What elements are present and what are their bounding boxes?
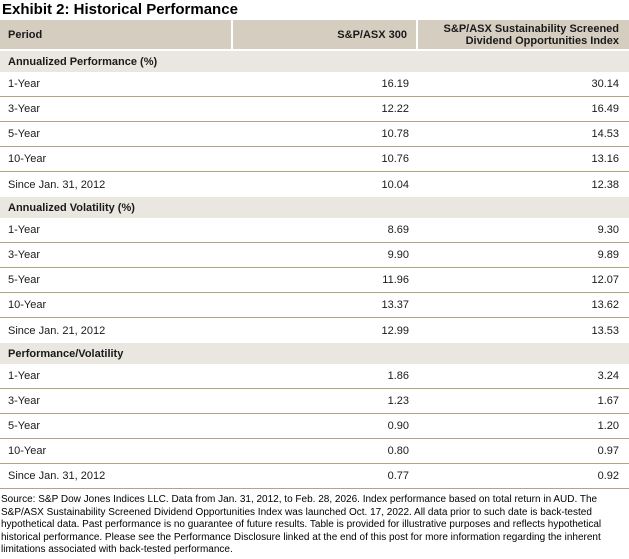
- page-title: Exhibit 2: Historical Performance: [2, 1, 238, 18]
- column-header-screened-line1: S&P/ASX Sustainability Screened: [443, 22, 619, 35]
- cell-period: 3-Year: [8, 249, 41, 261]
- cell-asx300: 10.78: [381, 128, 409, 140]
- cell-screened: 30.14: [591, 78, 619, 90]
- cell-asx300: 16.19: [381, 78, 409, 90]
- cell-asx300: 8.69: [387, 224, 409, 236]
- cell-screened: 13.53: [591, 324, 619, 337]
- cell-asx300: 1.23: [387, 395, 409, 407]
- cell-asx300: 12.99: [381, 324, 409, 337]
- column-header-screened-index: S&P/ASX Sustainability Screened Dividend…: [418, 20, 629, 49]
- cell-screened: 14.53: [591, 128, 619, 140]
- cell-period: 1-Year: [8, 224, 41, 236]
- section-annualized-volatility: Annualized Volatility (%) 1-Year 8.69 9.…: [0, 197, 629, 343]
- cell-screened: 12.07: [591, 274, 619, 286]
- cell-asx300: 10.04: [381, 178, 409, 191]
- cell-period: Since Jan. 31, 2012: [8, 178, 106, 191]
- cell-period: 10-Year: [8, 445, 47, 457]
- table-row: 1-Year 8.69 9.30: [0, 218, 629, 243]
- cell-asx300: 12.22: [381, 103, 409, 115]
- table-row: 5-Year 10.78 14.53: [0, 122, 629, 147]
- section-header-annualized-volatility: Annualized Volatility (%): [0, 197, 629, 218]
- section-header-performance-volatility: Performance/Volatility: [0, 343, 629, 364]
- cell-screened: 9.30: [597, 224, 619, 236]
- table-header-row: Period S&P/ASX 300 S&P/ASX Sustainabilit…: [0, 20, 629, 49]
- cell-screened: 13.16: [591, 153, 619, 165]
- table-row: 1-Year 1.86 3.24: [0, 364, 629, 389]
- table-row: 3-Year 1.23 1.67: [0, 389, 629, 414]
- table-row: 5-Year 11.96 12.07: [0, 268, 629, 293]
- column-header-asx300: S&P/ASX 300: [233, 20, 418, 49]
- table-row: 10-Year 0.80 0.97: [0, 439, 629, 464]
- cell-period: 3-Year: [8, 395, 41, 407]
- cell-asx300: 0.90: [387, 420, 409, 432]
- cell-period: Since Jan. 31, 2012: [8, 470, 106, 482]
- table-row: 3-Year 9.90 9.89: [0, 243, 629, 268]
- cell-asx300: 0.77: [387, 470, 409, 482]
- cell-period: Since Jan. 21, 2012: [8, 324, 106, 337]
- cell-screened: 12.38: [591, 178, 619, 191]
- cell-screened: 9.89: [597, 249, 619, 261]
- cell-period: 5-Year: [8, 274, 41, 286]
- cell-period: 5-Year: [8, 128, 41, 140]
- section-performance-volatility: Performance/Volatility 1-Year 1.86 3.24 …: [0, 343, 629, 489]
- cell-screened: 0.92: [597, 470, 619, 482]
- section-header-annualized-performance: Annualized Performance (%): [0, 51, 629, 72]
- cell-screened: 13.62: [591, 299, 619, 311]
- table-row: Since Jan. 31, 2012 10.04 12.38: [0, 172, 629, 197]
- cell-screened: 1.67: [597, 395, 619, 407]
- cell-screened: 0.97: [597, 445, 619, 457]
- cell-asx300: 10.76: [381, 153, 409, 165]
- table-row: 5-Year 0.90 1.20: [0, 414, 629, 439]
- cell-period: 5-Year: [8, 420, 41, 432]
- cell-period: 1-Year: [8, 370, 41, 382]
- source-note: Source: S&P Dow Jones Indices LLC. Data …: [1, 494, 602, 555]
- table-row: 3-Year 12.22 16.49: [0, 97, 629, 122]
- cell-asx300: 13.37: [381, 299, 409, 311]
- table-row: Since Jan. 21, 2012 12.99 13.53: [0, 318, 629, 343]
- cell-period: 10-Year: [8, 153, 47, 165]
- cell-asx300: 1.86: [387, 370, 409, 382]
- cell-asx300: 11.96: [382, 274, 409, 286]
- column-header-screened-line2: Dividend Opportunities Index: [465, 34, 619, 47]
- cell-screened: 16.49: [591, 103, 619, 115]
- table-row: 10-Year 10.76 13.16: [0, 147, 629, 172]
- section-annualized-performance: Annualized Performance (%) 1-Year 16.19 …: [0, 51, 629, 197]
- column-header-period: Period: [0, 20, 233, 49]
- cell-screened: 3.24: [597, 370, 619, 382]
- performance-table: Period S&P/ASX 300 S&P/ASX Sustainabilit…: [0, 20, 629, 489]
- table-row: 10-Year 13.37 13.62: [0, 293, 629, 318]
- cell-period: 10-Year: [8, 299, 47, 311]
- cell-period: 3-Year: [8, 103, 41, 115]
- cell-asx300: 9.90: [387, 249, 409, 261]
- cell-period: 1-Year: [8, 78, 41, 90]
- cell-asx300: 0.80: [387, 445, 409, 457]
- table-row: Since Jan. 31, 2012 0.77 0.92: [0, 464, 629, 489]
- cell-screened: 1.20: [597, 420, 619, 432]
- table-row: 1-Year 16.19 30.14: [0, 72, 629, 97]
